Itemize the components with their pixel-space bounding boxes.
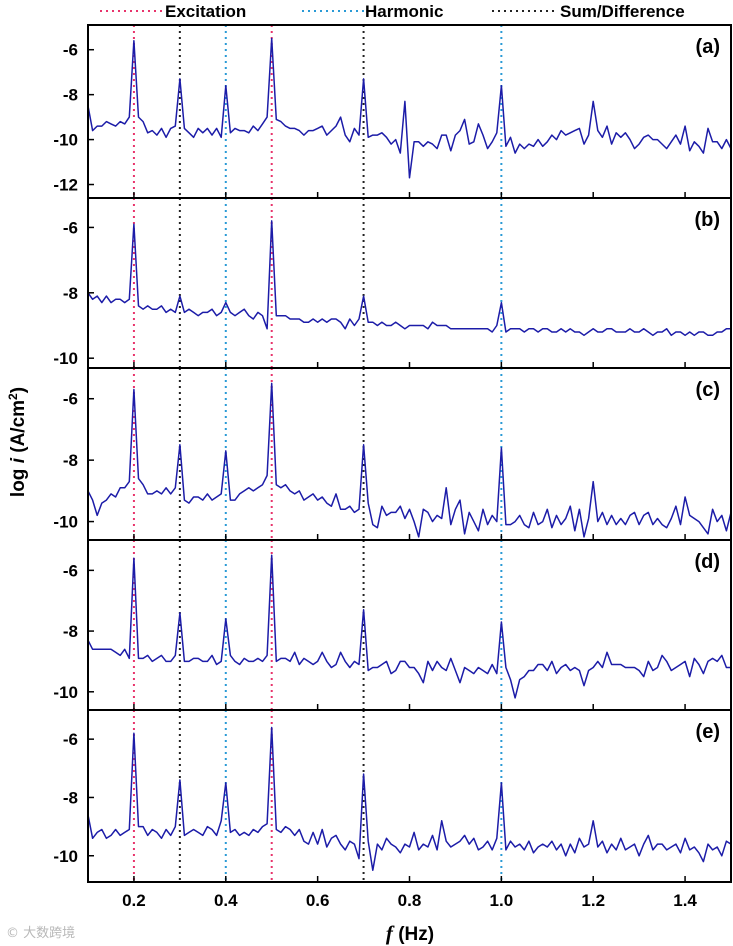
legend-label-2: Sum/Difference <box>560 2 685 21</box>
panel-label-3: (d) <box>694 551 720 573</box>
x-tick-label-3: 0.8 <box>398 891 422 910</box>
x-tick-label-0: 0.2 <box>122 891 146 910</box>
panel-label-0: (a) <box>696 36 720 58</box>
series-line-4 <box>87 726 732 872</box>
panel-3: -6 -8 -10 (d) <box>53 539 732 711</box>
watermark: © 大数跨境 <box>6 926 76 941</box>
series-line-1 <box>87 220 731 337</box>
y-axis-title-close: ) <box>8 387 29 393</box>
panel-1: -6 -8 -10 (b) <box>53 197 732 369</box>
y-axis-title: log i (A/cm2) <box>6 387 29 497</box>
panel-label-1: (b) <box>694 209 720 231</box>
y-tick-label-1-0: -6 <box>63 218 78 237</box>
y-axis-title-sup: 2 <box>6 393 20 400</box>
y-tick-label-4-0: -6 <box>63 730 78 749</box>
panel-frame-4 <box>87 709 732 883</box>
x-tick-label-4: 1.0 <box>490 891 514 910</box>
x-tick-label-6: 1.4 <box>673 891 697 910</box>
panels: -6 -8 -10 -12 (a) -6 -8 -10 (b) -6 -8 -10 (c) -6 -8 -10… <box>53 24 732 883</box>
y-tick-label-2-0: -6 <box>63 390 78 409</box>
panel-label-2: (c) <box>696 379 720 401</box>
legend-label-1: Harmonic <box>365 2 443 21</box>
y-tick-label-2-2: -10 <box>53 513 78 532</box>
y-tick-label-1-1: -8 <box>63 284 78 303</box>
panel-4: -6 -8 -10 (e) <box>53 709 732 883</box>
y-axis-title-prefix: log <box>8 463 29 497</box>
y-tick-label-4-2: -10 <box>53 847 78 866</box>
x-tick-label-2: 0.6 <box>306 891 330 910</box>
legend: Excitation Harmonic Sum/Difference <box>100 2 685 21</box>
y-tick-label-3-1: -8 <box>63 622 78 641</box>
y-tick-label-0-2: -10 <box>53 131 78 150</box>
y-tick-label-4-1: -8 <box>63 788 78 807</box>
panel-frame-1 <box>87 197 732 369</box>
y-axis-title-italic: i <box>8 457 29 463</box>
series-line-0 <box>87 37 732 179</box>
panel-label-4: (e) <box>696 721 720 743</box>
y-tick-label-0-0: -6 <box>63 41 78 60</box>
x-axis-title-italic: f <box>386 921 395 945</box>
panel-2: -6 -8 -10 (c) <box>53 367 732 541</box>
y-tick-label-2-1: -8 <box>63 451 78 470</box>
panel-0: -6 -8 -10 -12 (a) <box>53 24 732 199</box>
panel-frame-3 <box>87 539 732 711</box>
y-tick-label-3-0: -6 <box>63 561 78 580</box>
x-tick-label-5: 1.2 <box>581 891 605 910</box>
x-axis-title: f (Hz) <box>386 921 434 945</box>
x-tick-label-1: 0.4 <box>214 891 238 910</box>
x-axis: 0.2 0.4 0.6 0.8 1.0 1.2 1.4 <box>122 891 697 910</box>
y-tick-label-0-3: -12 <box>53 176 78 195</box>
y-tick-label-0-1: -8 <box>63 86 78 105</box>
y-tick-label-1-2: -10 <box>53 349 78 368</box>
y-tick-label-3-2: -10 <box>53 683 78 702</box>
series-line-2 <box>87 382 732 538</box>
x-axis-title-rest: (Hz) <box>393 924 434 945</box>
series-line-3 <box>87 554 731 699</box>
y-axis-title-rest: (A/cm <box>8 400 29 458</box>
legend-label-0: Excitation <box>165 2 246 21</box>
